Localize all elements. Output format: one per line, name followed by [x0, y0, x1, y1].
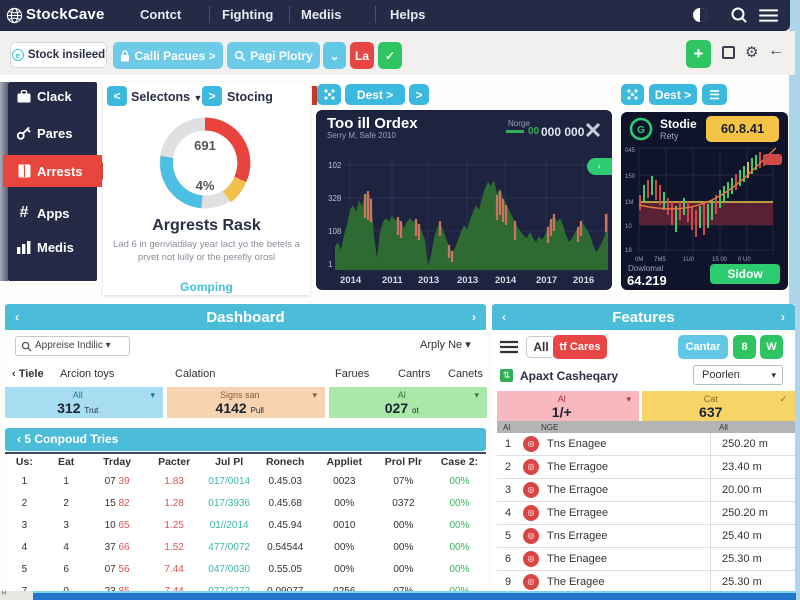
svg-text:2013: 2013 — [457, 275, 478, 286]
svg-text:15 00: 15 00 — [712, 257, 728, 262]
svg-text:045: 045 — [625, 148, 636, 154]
svg-text:7M5: 7M5 — [654, 257, 666, 262]
svg-text:19: 19 — [625, 248, 632, 254]
svg-text:328: 328 — [328, 194, 342, 203]
svg-text:2013: 2013 — [418, 275, 439, 286]
svg-text:0 U0: 0 U0 — [738, 257, 751, 262]
svg-text:2011: 2011 — [382, 275, 403, 286]
svg-text:G: G — [637, 125, 645, 136]
svg-text:102: 102 — [328, 161, 342, 170]
svg-text:2016: 2016 — [573, 275, 594, 286]
svg-text:2017: 2017 — [536, 275, 557, 286]
svg-text:150: 150 — [625, 174, 636, 180]
svg-text:1 8: 1 8 — [328, 260, 340, 269]
svg-text:10: 10 — [625, 224, 632, 230]
svg-text:1M: 1M — [625, 200, 633, 206]
svg-text:2014: 2014 — [495, 275, 517, 286]
svg-text:1U0: 1U0 — [683, 257, 695, 262]
svg-text:0M: 0M — [635, 257, 643, 262]
svg-text:108: 108 — [328, 227, 342, 236]
svg-text:2014: 2014 — [340, 275, 362, 286]
